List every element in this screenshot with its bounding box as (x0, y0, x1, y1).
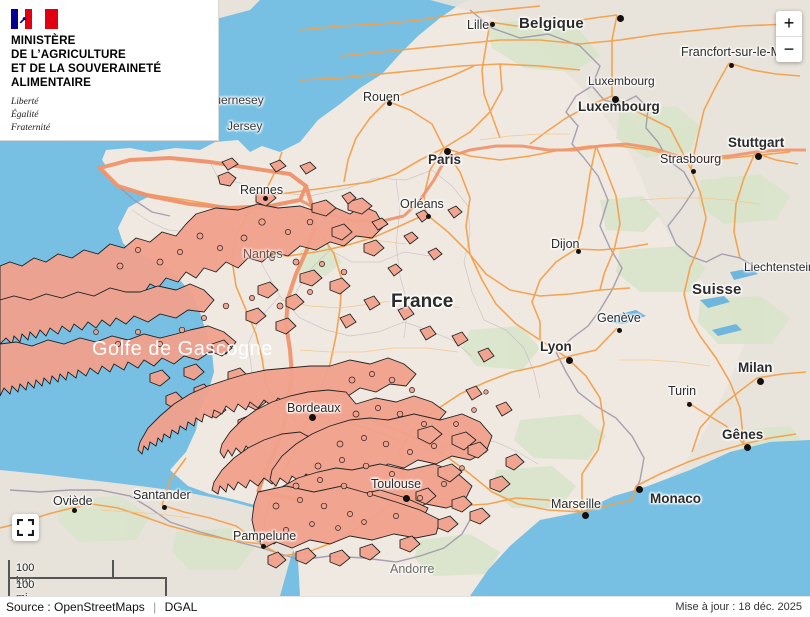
zoom-in-button[interactable]: + (776, 11, 802, 37)
source-attribution: Source : OpenStreetMaps | DGAL (6, 600, 197, 614)
ministry-line-2: DE L’AGRICULTURE (11, 48, 126, 62)
motto-egalite: Égalité (11, 109, 39, 120)
last-update-label: Mise à jour : 18 déc. 2025 (675, 601, 802, 613)
ministry-line-1: MINISTÈRE (11, 34, 76, 47)
french-flag-icon (11, 9, 58, 29)
fullscreen-button[interactable] (12, 514, 39, 541)
republic-motto: Liberté Égalité Fraternité (11, 96, 50, 134)
ministry-line-4: ALIMENTAIRE (11, 76, 92, 90)
motto-liberte: Liberté (11, 97, 39, 107)
motto-fraternite: Fraternité (11, 122, 51, 133)
ministry-name: MINISTÈRE DE L’AGRICULTURE ET DE LA SOUV… (11, 34, 211, 91)
source-openstreetmaps[interactable]: OpenStreetMaps (54, 600, 145, 614)
source-dgal[interactable]: DGAL (164, 600, 198, 614)
source-prefix: Source : (6, 600, 51, 614)
source-separator: | (153, 600, 157, 614)
scale-bar-mi (8, 577, 167, 596)
zoom-control[interactable]: + − (776, 11, 802, 62)
ministry-line-3: ET DE LA SOUVERAINETÉ (11, 62, 162, 76)
footer-bar: Source : OpenStreetMaps | DGAL Mise à jo… (0, 596, 810, 617)
fullscreen-icon (17, 519, 34, 536)
zoom-out-button[interactable]: − (783, 39, 795, 59)
ministry-logo-card: MINISTÈRE DE L’AGRICULTURE ET DE LA SOUV… (0, 0, 219, 141)
